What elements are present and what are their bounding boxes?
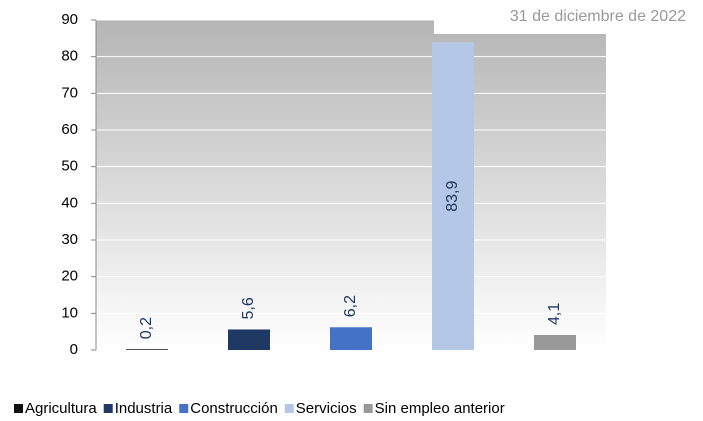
legend-swatch [284, 404, 294, 413]
legend-swatch [103, 404, 113, 413]
y-tick-label: 70 [61, 84, 78, 101]
y-tick-label: 40 [61, 194, 78, 211]
legend-label: Agricultura [25, 400, 97, 417]
legend-label: Construcción [190, 400, 278, 417]
bar [228, 329, 270, 350]
data-label: 5,6 [240, 297, 257, 319]
data-label: 83,9 [444, 181, 461, 212]
subtitle: 31 de diciembre de 2022 [510, 8, 686, 25]
y-tick-label: 90 [61, 11, 78, 28]
y-tick-label: 50 [61, 158, 78, 175]
y-tick-label: 10 [61, 304, 78, 321]
bar [126, 349, 168, 350]
y-tick-label: 20 [61, 268, 78, 285]
legend-label: Sin empleo anterior [375, 400, 505, 417]
bar [432, 42, 474, 350]
plot-background [96, 20, 606, 350]
legend-label: Servicios [296, 400, 357, 417]
data-label: 4,1 [546, 303, 563, 325]
legend-swatch [363, 404, 373, 413]
y-tick-label: 0 [70, 341, 78, 358]
legend-label: Industria [115, 400, 173, 417]
y-tick-label: 30 [61, 231, 78, 248]
y-tick-label: 80 [61, 48, 78, 65]
legend-swatch [179, 404, 189, 413]
subtitle-box [434, 16, 609, 34]
data-label: 0,2 [138, 317, 155, 339]
y-tick-label: 60 [61, 121, 78, 138]
data-label: 6,2 [342, 295, 359, 317]
legend-swatch [14, 404, 23, 413]
bar [330, 327, 372, 350]
bar [534, 334, 576, 350]
